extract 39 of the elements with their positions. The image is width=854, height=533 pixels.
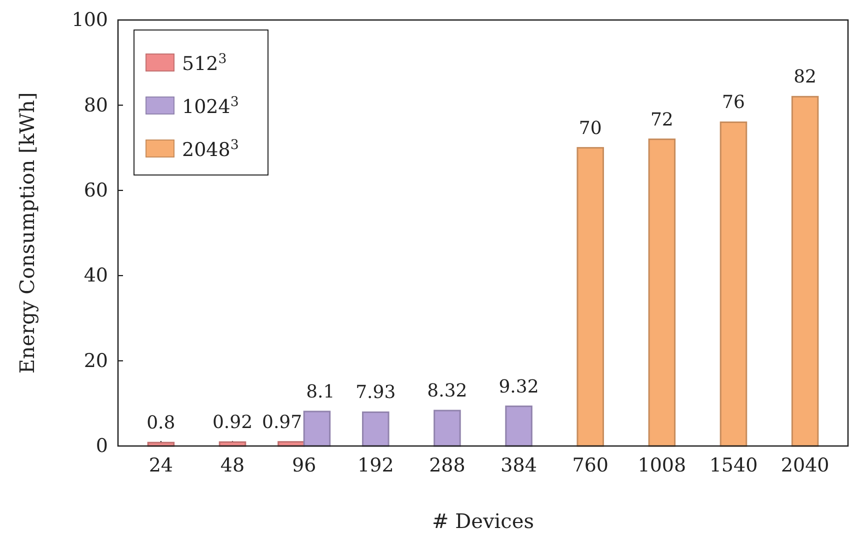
data-label: 72 — [650, 109, 674, 130]
bar — [791, 96, 819, 447]
x-tick-label: 48 — [220, 454, 245, 476]
y-tick-label: 20 — [84, 350, 108, 372]
x-tick-label: 1008 — [638, 454, 686, 476]
y-tick-label: 60 — [84, 179, 108, 202]
data-label: 0.92 — [212, 412, 253, 434]
legend-label: 1024$^{3}$ — [182, 94, 239, 118]
legend-label: 2048$^{3}$ — [182, 138, 239, 161]
bar — [576, 147, 604, 447]
x-tick-label: 192 — [358, 454, 394, 476]
x-tick-label: 2040 — [780, 454, 830, 476]
x-tick-label: 1540 — [709, 454, 758, 476]
x-axis-title: # Devices — [432, 509, 534, 533]
bar — [720, 121, 748, 447]
data-label: 70 — [578, 118, 602, 139]
x-tick-label: 96 — [292, 454, 316, 476]
data-label: 8.32 — [427, 380, 468, 402]
data-label: 0.97 — [262, 412, 302, 433]
legend-label: 512$^{3}$ — [182, 52, 227, 75]
y-tick-label: 40 — [84, 264, 108, 287]
y-tick-label: 0 — [96, 435, 108, 458]
data-label: 7.93 — [356, 382, 396, 404]
data-label: 76 — [722, 92, 745, 114]
y-tick-label: 80 — [84, 94, 108, 116]
data-label: 82 — [794, 66, 817, 88]
y-tick-label: 100 — [72, 9, 108, 32]
x-tick-label: 288 — [429, 454, 466, 476]
bar — [434, 410, 461, 447]
x-tick-label: 384 — [500, 454, 537, 476]
data-label: 0.8 — [146, 412, 176, 434]
bar — [505, 406, 532, 447]
bar — [648, 138, 676, 447]
bar — [362, 411, 390, 447]
data-label: 8.1 — [306, 381, 335, 402]
x-tick-label: 760 — [572, 454, 608, 476]
x-tick-label: 24 — [148, 454, 174, 476]
y-axis-title: Energy Consumption [kWh] — [15, 92, 39, 374]
data-label: 9.32 — [498, 376, 539, 398]
